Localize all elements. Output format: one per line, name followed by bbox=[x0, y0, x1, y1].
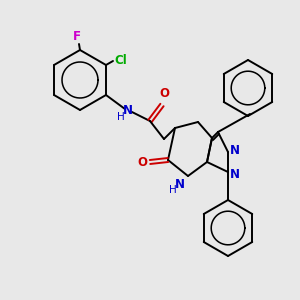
Text: N: N bbox=[230, 143, 240, 157]
Text: F: F bbox=[73, 30, 81, 43]
Text: N: N bbox=[175, 178, 185, 190]
Text: H: H bbox=[117, 112, 125, 122]
Text: Cl: Cl bbox=[114, 53, 127, 67]
Text: N: N bbox=[230, 167, 240, 181]
Text: N: N bbox=[123, 103, 133, 116]
Text: O: O bbox=[159, 87, 169, 100]
Text: O: O bbox=[137, 155, 147, 169]
Text: H: H bbox=[169, 185, 177, 195]
